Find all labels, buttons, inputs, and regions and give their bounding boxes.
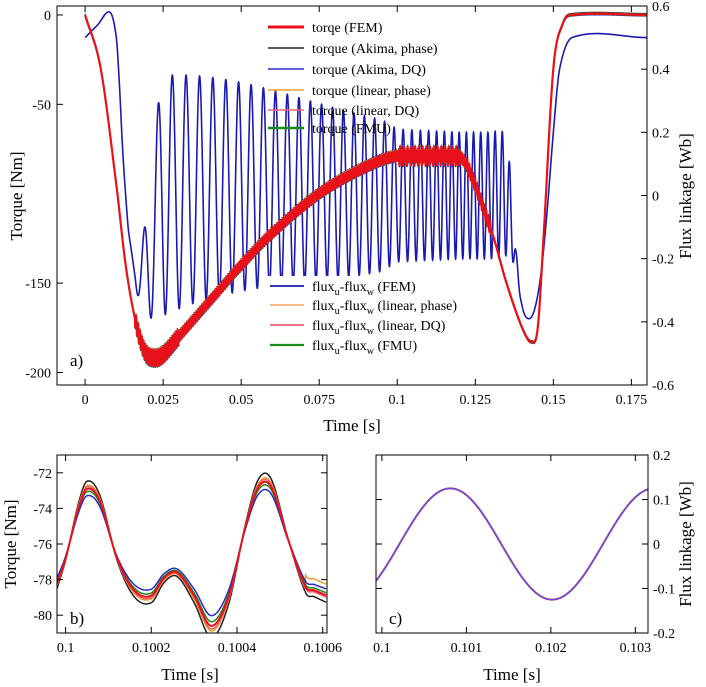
series-flux-fem xyxy=(84,11,647,320)
panel-a-y2tick-label: 0.4 xyxy=(652,63,670,78)
panel-a: 0 0.025 0.05 0.075 0.1 0.125 0.15 0.175 0 -50 -150… xyxy=(7,0,695,435)
panel-a-xlabel: Time [s] xyxy=(323,416,380,435)
panel-b-plot-area xyxy=(57,472,327,633)
panel-a-ytick-label: -150 xyxy=(25,277,51,292)
panel-a-xtick-label: 0.125 xyxy=(460,393,492,408)
panel-b-ytick-label: -76 xyxy=(33,538,52,553)
legend-torque-label-4: torque (linear, phase) xyxy=(312,84,431,99)
panel-b-tag: b) xyxy=(70,609,84,628)
panel-a-ytick-label: -50 xyxy=(32,98,51,113)
legend-flux-label-4: fluxu-fluxw (FMU) xyxy=(312,339,418,357)
panel-a-ytick-label: -200 xyxy=(25,366,51,381)
panel-b-ylabel: Torque [Nm] xyxy=(1,500,20,589)
legend-torque-label-3: torque (Akima, DQ) xyxy=(312,63,426,78)
series-torque-fem xyxy=(84,12,647,368)
panel-b-ytick-label: -74 xyxy=(33,502,52,517)
panel-a-ticks: 0 0.025 0.05 0.075 0.1 0.125 0.15 0.175 0 -50 -150… xyxy=(25,0,674,408)
panel-a-y2tick-label: 0 xyxy=(652,190,659,205)
legend-flux-label-3: fluxu-fluxw (linear, DQ) xyxy=(312,319,446,337)
panel-b-xlabel: Time [s] xyxy=(161,665,218,684)
panel-a-xtick-label: 0.1 xyxy=(389,393,407,408)
panel-c-y2label: Flux linkage [Wb] xyxy=(676,481,695,607)
panel-c: 0.1 0.101 0.102 0.103 0.2 0.1 0 -0.1 -0.2 Time [… xyxy=(373,449,695,684)
panel-c-series-flux xyxy=(376,487,648,601)
panel-a-xtick-label: 0.15 xyxy=(541,393,566,408)
panel-b-ytick-label: -80 xyxy=(33,609,52,624)
panel-a-y2label: Flux linkage [Wb] xyxy=(676,133,695,259)
panel-c-ytick-label: -0.2 xyxy=(653,627,675,642)
panel-b-xtick-label: 0.1006 xyxy=(303,641,342,656)
panel-b-series-0 xyxy=(57,480,327,627)
panel-a-tag: a) xyxy=(70,351,83,370)
panel-b-xtick-label: 0.1004 xyxy=(218,641,257,656)
panel-a-xtick-label: 0 xyxy=(82,393,89,408)
legend-torque-label-6: torque (FMU) xyxy=(312,122,391,137)
legend-torque-label-2: torque (Akima, phase) xyxy=(312,42,438,57)
legend-torque-label-5: torque (linear, DQ) xyxy=(312,104,419,119)
legend-flux-label-1: fluxu-fluxw (FEM) xyxy=(312,280,416,298)
panel-c-xtick-label: 0.103 xyxy=(620,641,652,656)
panel-c-xtick-label: 0.1 xyxy=(373,641,391,656)
panel-b-ticks: 0.1 0.1002 0.1004 0.1006 -72 -74 -76 -78 -80 xyxy=(33,455,342,656)
panel-c-ytick-label: 0 xyxy=(653,538,660,553)
panel-c-ytick-label: 0.2 xyxy=(653,449,671,464)
panel-a-y2tick-label: -0.2 xyxy=(652,253,674,268)
panel-a-ylabel: Torque [Nm] xyxy=(7,152,26,241)
panel-b-ytick-label: -72 xyxy=(33,467,52,482)
panel-c-xtick-label: 0.101 xyxy=(451,641,483,656)
panel-a-ytick-label: 0 xyxy=(44,9,51,24)
panel-a-xtick-label: 0.075 xyxy=(303,393,335,408)
legend-flux-label-2: fluxu-fluxw (linear, phase) xyxy=(312,299,457,317)
panel-b-xtick-label: 0.1 xyxy=(57,641,75,656)
panel-c-ticks: 0.1 0.101 0.102 0.103 0.2 0.1 0 -0.1 -0.2 xyxy=(373,449,675,656)
panel-c-xtick-label: 0.102 xyxy=(535,641,567,656)
panel-b-xtick-label: 0.1002 xyxy=(132,641,171,656)
panel-a-y2tick-label: 0.2 xyxy=(652,126,670,141)
legend-torque: torqe (FEM) torque (Akima, phase) torque… xyxy=(268,21,438,137)
panel-b: 0.1 0.1002 0.1004 0.1006 -72 -74 -76 -78 -80 Tim… xyxy=(1,454,342,684)
legend-torque-label-1: torqe (FEM) xyxy=(312,21,383,36)
panel-c-tag: c) xyxy=(389,609,402,628)
panel-c-ytick-label: 0.1 xyxy=(653,494,671,509)
panel-b-ytick-label: -78 xyxy=(33,574,52,589)
panel-a-y2tick-label: -0.6 xyxy=(652,379,674,394)
series-torque-fem-band xyxy=(397,149,460,162)
legend-flux: fluxu-fluxw (FEM) fluxu-fluxw (linear, p… xyxy=(262,276,502,358)
panel-a-plot-area xyxy=(84,11,647,369)
panel-a-xtick-label: 0.05 xyxy=(229,393,254,408)
panel-a-xtick-label: 0.175 xyxy=(616,393,648,408)
panel-c-xlabel: Time [s] xyxy=(483,665,540,684)
panel-a-y2tick-label: -0.4 xyxy=(652,316,674,331)
panel-a-xtick-label: 0.025 xyxy=(147,393,179,408)
panel-c-ytick-label: -0.1 xyxy=(653,583,675,598)
panel-a-y2tick-label: 0.6 xyxy=(652,0,670,15)
panel-c-plot-area xyxy=(376,487,648,601)
